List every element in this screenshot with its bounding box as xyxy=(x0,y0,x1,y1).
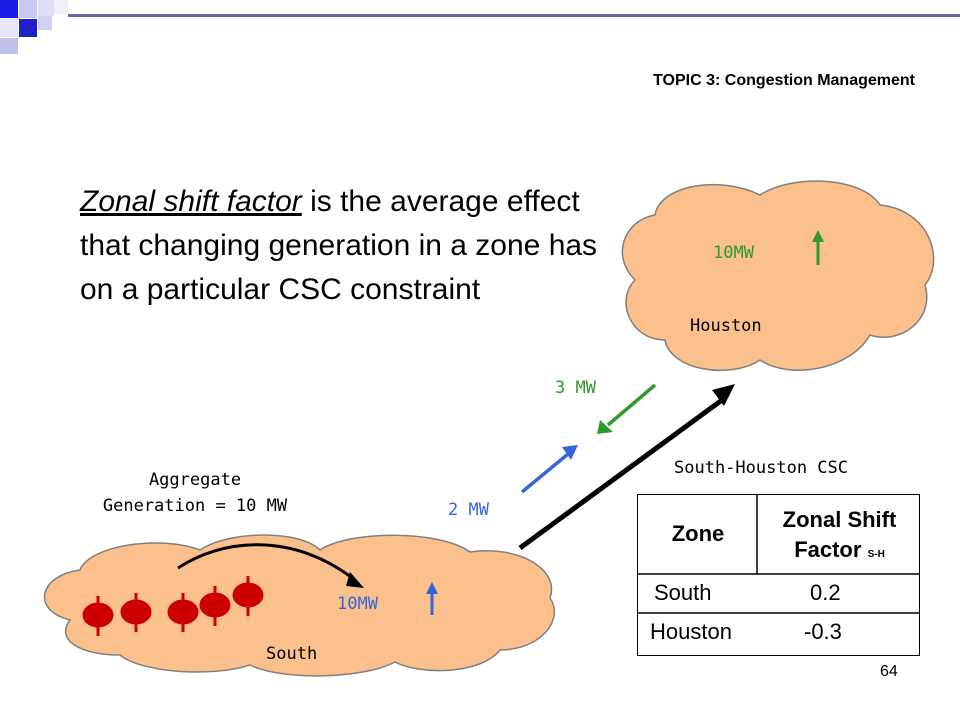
table-grid xyxy=(637,494,920,614)
blue-flow-label: 2 MW xyxy=(448,500,489,520)
page-number: 64 xyxy=(880,663,898,680)
houston-gen-label: 10MW xyxy=(713,243,754,263)
table-row-south-zone: South xyxy=(654,580,712,605)
shift-factor-table: Zone Zonal Shift Factor S-H South 0.2 Ho… xyxy=(637,494,920,656)
table-row-houston-factor: -0.3 xyxy=(804,619,842,644)
south-up-arrow xyxy=(426,582,438,615)
csc-label: South-Houston CSC xyxy=(674,458,848,478)
south-gen-label: 10MW xyxy=(337,594,378,614)
aggregate-arrow xyxy=(177,543,364,588)
houston-label: Houston xyxy=(690,316,762,336)
aggregate-line1: Aggregate xyxy=(148,470,242,490)
table-row-south-factor: 0.2 xyxy=(810,580,841,605)
topic-title: TOPIC 3: Congestion Management xyxy=(653,72,915,89)
table-header-factor-text: Zonal Shift Factor xyxy=(782,507,897,562)
green-flow-label: 3 MW xyxy=(555,378,596,398)
table-header-sub: S-H xyxy=(867,549,885,560)
definition-term: Zonal shift factor xyxy=(80,185,302,218)
table-header-zone: Zone xyxy=(671,521,725,546)
houston-up-arrow xyxy=(812,230,824,265)
south-cloud xyxy=(43,534,556,677)
header-decoration xyxy=(0,0,960,54)
houston-cloud xyxy=(621,180,935,372)
south-label: South xyxy=(266,644,318,664)
blue-flow-arrow xyxy=(520,445,578,494)
green-flow-arrow xyxy=(597,383,657,434)
aggregate-label: Aggregate Generation = 10 MW xyxy=(40,467,350,519)
generators xyxy=(82,576,264,636)
aggregate-line2: Generation = 10 MW xyxy=(102,496,288,516)
csc-arrow xyxy=(518,384,735,551)
definition-rest: is the average effect that changing gene… xyxy=(80,185,598,306)
table-row-houston-zone: Houston xyxy=(650,619,732,644)
table-header-factor: Zonal Shift Factor S-H xyxy=(758,505,921,570)
definition-text: Zonal shift factor is the average effect… xyxy=(80,180,600,312)
